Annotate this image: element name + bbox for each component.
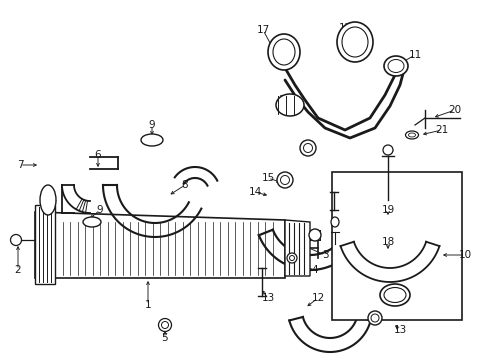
Text: 17: 17	[338, 23, 351, 33]
Ellipse shape	[382, 145, 392, 155]
Text: 2: 2	[15, 265, 21, 275]
Text: 1: 1	[144, 300, 151, 310]
Text: 13: 13	[392, 325, 406, 335]
Ellipse shape	[370, 314, 378, 322]
Ellipse shape	[407, 133, 415, 137]
Ellipse shape	[405, 131, 418, 139]
Ellipse shape	[330, 217, 338, 227]
Text: 3: 3	[321, 250, 327, 260]
Text: 9: 9	[97, 205, 103, 215]
Ellipse shape	[341, 27, 367, 57]
Ellipse shape	[141, 134, 163, 146]
Ellipse shape	[379, 284, 409, 306]
Ellipse shape	[267, 34, 299, 70]
Text: 7: 7	[17, 160, 23, 170]
Ellipse shape	[387, 59, 403, 72]
Text: 10: 10	[458, 250, 470, 260]
Ellipse shape	[308, 229, 320, 241]
Text: 14: 14	[248, 187, 261, 197]
Bar	[331, 172, 461, 320]
Ellipse shape	[383, 56, 407, 76]
Polygon shape	[35, 205, 55, 284]
Ellipse shape	[280, 175, 289, 184]
Text: 20: 20	[447, 105, 461, 115]
Text: 21: 21	[434, 125, 447, 135]
Ellipse shape	[336, 22, 372, 62]
Ellipse shape	[40, 185, 56, 215]
Text: 15: 15	[261, 173, 274, 183]
Ellipse shape	[275, 94, 304, 116]
Text: 8: 8	[182, 180, 188, 190]
Polygon shape	[35, 212, 285, 278]
Ellipse shape	[303, 144, 312, 153]
Ellipse shape	[286, 253, 296, 263]
Text: 13: 13	[261, 293, 274, 303]
Ellipse shape	[276, 172, 292, 188]
Ellipse shape	[272, 39, 294, 65]
Ellipse shape	[158, 319, 171, 332]
Text: 19: 19	[381, 205, 394, 215]
Ellipse shape	[289, 256, 294, 261]
Polygon shape	[285, 220, 309, 276]
Text: 9: 9	[148, 120, 155, 130]
Ellipse shape	[299, 140, 315, 156]
Text: 4: 4	[311, 265, 318, 275]
Ellipse shape	[83, 217, 101, 227]
Text: 16: 16	[278, 95, 291, 105]
Text: 11: 11	[407, 50, 421, 60]
Text: 5: 5	[162, 333, 168, 343]
Text: 6: 6	[95, 150, 101, 160]
Ellipse shape	[161, 321, 168, 328]
Text: 15: 15	[293, 227, 306, 237]
Ellipse shape	[367, 311, 381, 325]
Ellipse shape	[10, 234, 21, 246]
Text: 17: 17	[256, 25, 269, 35]
Text: 12: 12	[311, 293, 324, 303]
Ellipse shape	[383, 288, 405, 302]
Text: 18: 18	[381, 237, 394, 247]
